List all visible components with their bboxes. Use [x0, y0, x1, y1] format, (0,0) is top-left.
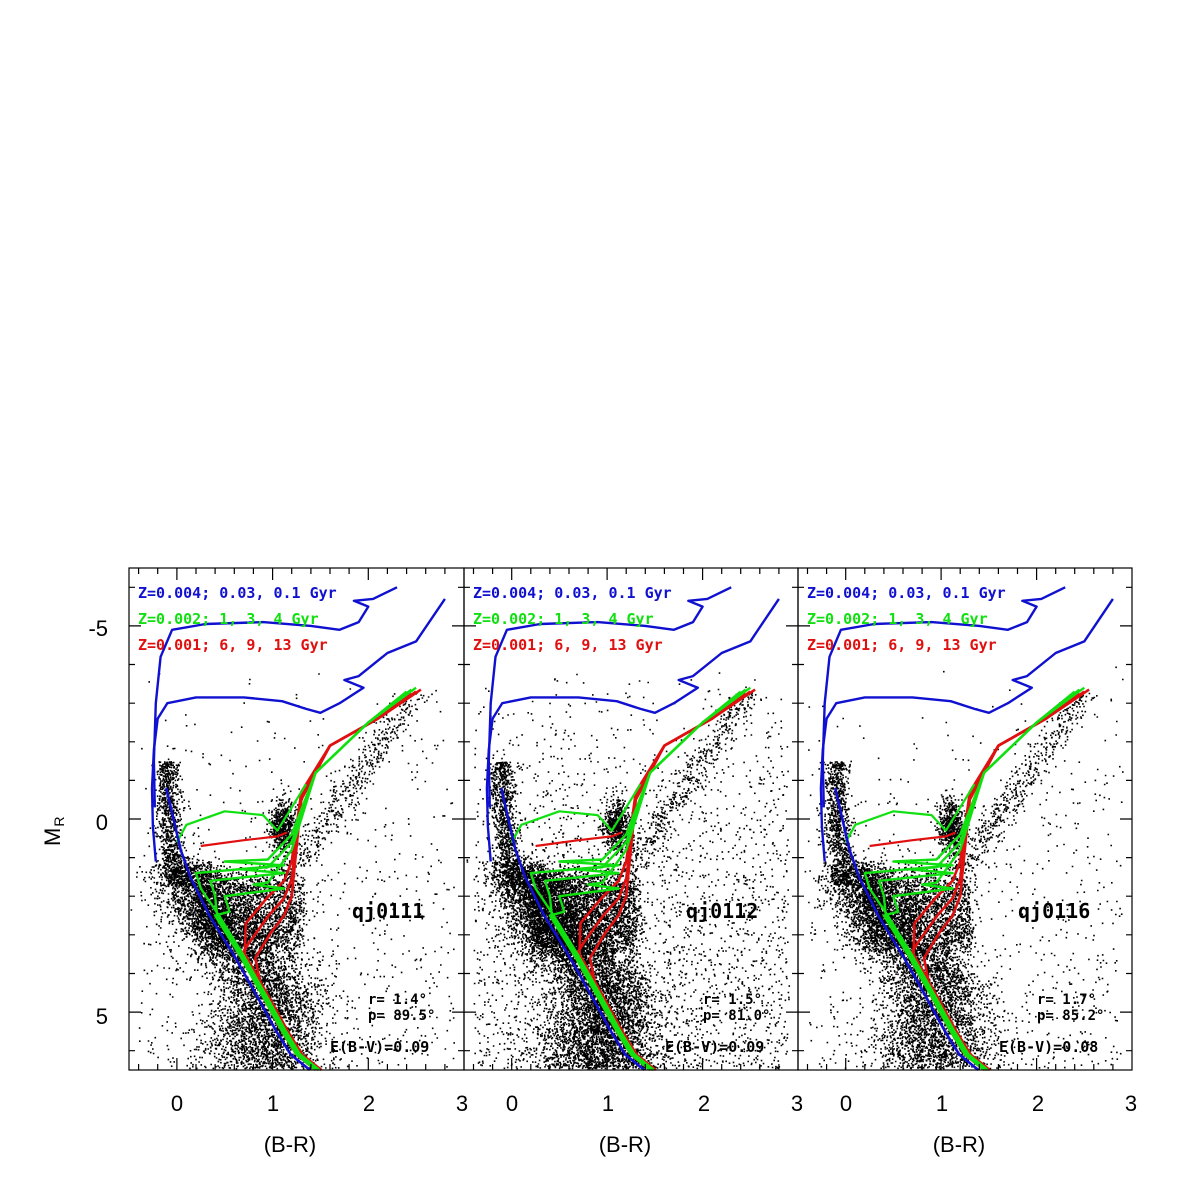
- reddening-label: E(B-V)=0.09: [665, 1038, 764, 1056]
- isochrone-blue: [821, 586, 1066, 808]
- star-points: [466, 672, 791, 1070]
- x-tick-label: 3: [791, 1091, 803, 1116]
- x-axis-label: (B-R): [264, 1132, 317, 1157]
- y-axis-label: MR: [40, 817, 67, 846]
- isochrone-blue: [487, 586, 732, 808]
- x-tick-label: 0: [506, 1091, 518, 1116]
- isochrone-red: [578, 692, 747, 1072]
- angle-label: p= 81.0°: [703, 1008, 770, 1024]
- isochrone-curves: [150, 586, 446, 1072]
- tick-marks: [798, 568, 1132, 1070]
- y-tick-label: 0: [96, 810, 108, 835]
- legend-line-green: Z=0.002; 1, 3, 4 Gyr: [138, 610, 319, 628]
- star-points: [130, 673, 455, 1070]
- legend-line-blue: Z=0.004; 0.03, 0.1 Gyr: [473, 584, 672, 602]
- axis-ticks: [464, 568, 798, 1070]
- panel-qj0111: Z=0.004; 0.03, 0.1 Gyr Z=0.002; 1, 3, 4 …: [128, 567, 468, 1157]
- reddening-label: E(B-V)=0.09: [330, 1038, 429, 1056]
- x-tick-label: 1: [602, 1091, 614, 1116]
- field-label: qj0112: [686, 899, 758, 923]
- x-tick-label: 1: [936, 1091, 948, 1116]
- star-point-cloud: [130, 673, 455, 1070]
- x-tick-label: 2: [363, 1091, 375, 1116]
- panel-qj0116: Z=0.004; 0.03, 0.1 Gyr Z=0.002; 1, 3, 4 …: [797, 567, 1137, 1157]
- radius-label: r= 1.4°: [368, 992, 427, 1008]
- legend-line-red: Z=0.001; 6, 9, 13 Gyr: [473, 636, 663, 654]
- x-tick-label: 3: [456, 1091, 468, 1116]
- x-tick-label: 1: [267, 1091, 279, 1116]
- isochrone-curves: [819, 586, 1114, 1072]
- isochrone-blue-ms: [833, 787, 980, 1072]
- field-label: qj0116: [1018, 899, 1090, 923]
- x-tick-label: 2: [1032, 1091, 1044, 1116]
- legend-line-green: Z=0.002; 1, 3, 4 Gyr: [473, 610, 654, 628]
- isochrone-green: [863, 690, 1076, 1071]
- isochrone-red-hb: [200, 831, 288, 848]
- angle-label: p= 85.2°: [1037, 1008, 1104, 1024]
- reddening-label: E(B-V)=0.08: [999, 1038, 1098, 1056]
- radius-label: r= 1.7°: [1037, 992, 1096, 1008]
- isochrone-green-loop: [175, 783, 308, 843]
- legend-line-red: Z=0.001; 6, 9, 13 Gyr: [138, 636, 328, 654]
- legend-line-red: Z=0.001; 6, 9, 13 Gyr: [807, 636, 997, 654]
- isochrone-green-loop: [510, 783, 642, 843]
- x-tick-label: 0: [171, 1091, 183, 1116]
- isochrone-red: [912, 692, 1081, 1072]
- isochrone-blue-ms: [499, 787, 646, 1072]
- isochrone-green-loop: [844, 783, 976, 843]
- tick-marks: [129, 568, 464, 1070]
- isochrone-green: [194, 690, 408, 1071]
- isochrone-blue-ms: [165, 787, 311, 1072]
- y-tick-label: 5: [96, 1004, 108, 1029]
- isochrone-red: [243, 692, 413, 1072]
- field-label: qj0111: [352, 899, 424, 923]
- isochrone-green: [529, 690, 742, 1071]
- y-tick-label: -5: [88, 616, 108, 641]
- x-tick-label: 0: [840, 1091, 852, 1116]
- star-point-cloud: [466, 672, 791, 1070]
- panel-qj0112: Z=0.004; 0.03, 0.1 Gyr Z=0.002; 1, 3, 4 …: [463, 567, 803, 1157]
- legend-line-blue: Z=0.004; 0.03, 0.1 Gyr: [807, 584, 1006, 602]
- x-axis-label: (B-R): [933, 1132, 986, 1157]
- legend-line-green: Z=0.002; 1, 3, 4 Gyr: [807, 610, 988, 628]
- axis-ticks: [798, 568, 1132, 1070]
- x-tick-label: 2: [698, 1091, 710, 1116]
- x-axis-label: (B-R): [599, 1132, 652, 1157]
- angle-label: p= 89.5°: [368, 1008, 435, 1024]
- axis-ticks: [129, 568, 464, 1070]
- radius-label: r= 1.5°: [703, 992, 762, 1008]
- x-tick-label: 3: [1125, 1091, 1137, 1116]
- isochrone-red-hb: [869, 831, 956, 848]
- isochrone-blue: [152, 586, 398, 808]
- isochrone-curves: [485, 586, 780, 1072]
- legend-line-blue: Z=0.004; 0.03, 0.1 Gyr: [138, 584, 337, 602]
- isochrone-red-hb: [535, 831, 622, 848]
- tick-marks: [464, 568, 798, 1070]
